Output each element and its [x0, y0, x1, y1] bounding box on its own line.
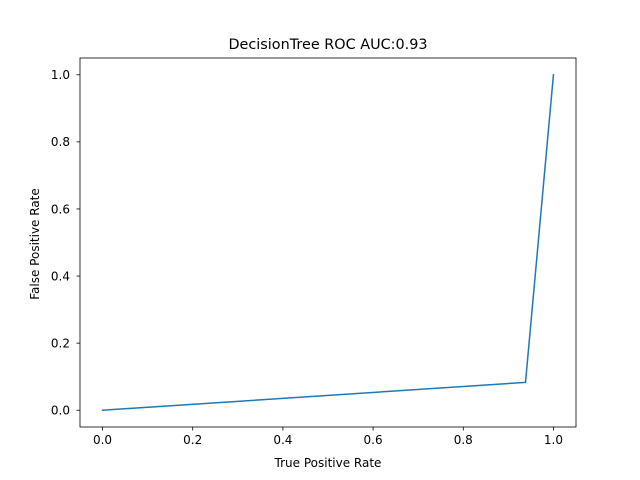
y-tick-label: 0.2 [51, 336, 70, 350]
plot-area [79, 57, 577, 428]
x-tick-label: 0.2 [183, 433, 202, 447]
x-tick-label: 0.0 [93, 433, 112, 447]
axes-frame [79, 57, 577, 428]
y-axis-label: False Positive Rate [28, 188, 42, 300]
x-tick-label: 0.8 [454, 433, 473, 447]
x-axis-label: True Positive Rate [274, 456, 382, 470]
y-tick-label: 0.6 [51, 202, 70, 216]
x-tick-label: 1.0 [544, 433, 563, 447]
y-tick-label: 0.8 [51, 135, 70, 149]
x-tick-label: 0.6 [364, 433, 383, 447]
chart-title: DecisionTree ROC AUC:0.93 [228, 37, 427, 53]
roc-curve-line [101, 73, 555, 412]
y-tick-label: 0.0 [51, 404, 70, 418]
y-tick-label: 0.4 [51, 269, 70, 283]
y-tick-label: 1.0 [51, 68, 70, 82]
axis-ticks: 0.0 0.2 0.4 0.6 0.8 1.0 0.0 0.2 0.4 0.6 0.8 1.0 [51, 68, 563, 447]
x-tick-label: 0.4 [273, 433, 292, 447]
